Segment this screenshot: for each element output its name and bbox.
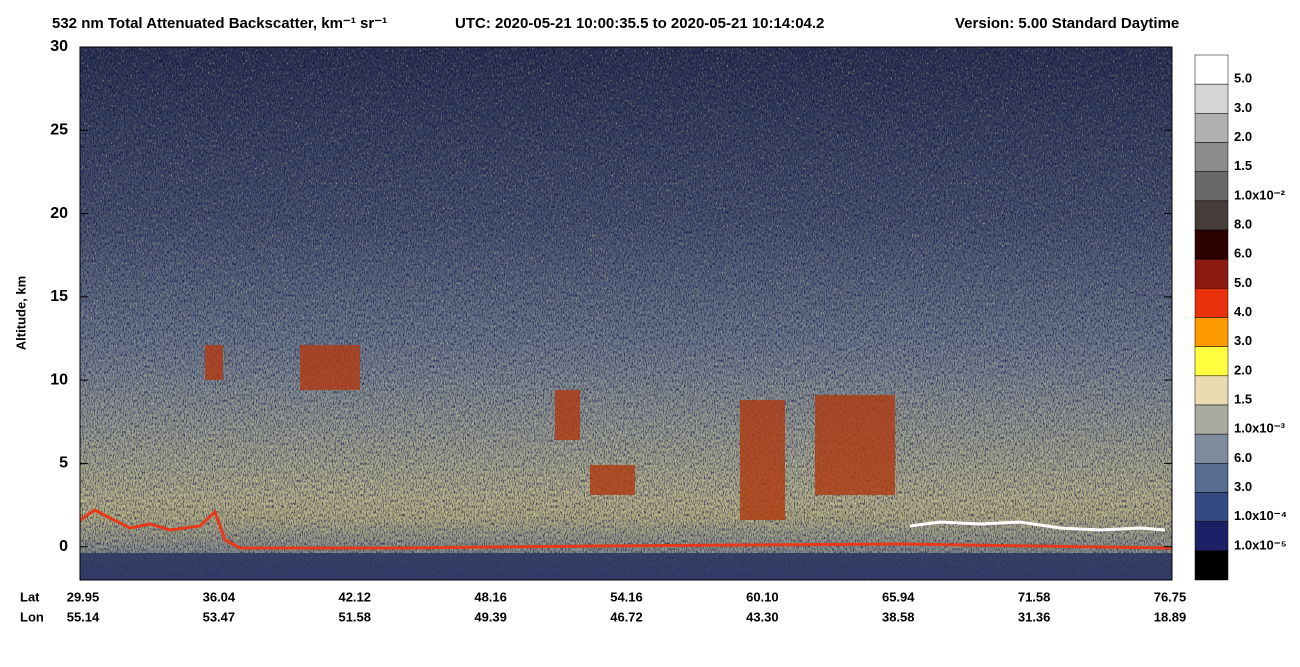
y-tick-label: 10 — [50, 371, 68, 388]
x-tick-label: 18.89 — [1154, 609, 1187, 624]
x-tick-label: 54.16 — [610, 589, 643, 604]
x-tick-label: 49.39 — [474, 609, 507, 624]
colorbar-label: 5.0 — [1234, 71, 1252, 86]
x-tick-label: 51.58 — [338, 609, 371, 624]
colorbar-label: 1.5 — [1234, 158, 1252, 173]
plot-area — [79, 46, 1173, 581]
plot-frame — [79, 46, 1173, 581]
colorbar-label: 3.0 — [1234, 479, 1252, 494]
colorbar-label: 8.0 — [1234, 216, 1252, 231]
colorbar-swatch — [1194, 142, 1229, 172]
clouds — [205, 345, 895, 520]
x-tick-label: 65.94 — [882, 589, 915, 604]
colorbar-swatch — [1194, 463, 1229, 493]
colorbar-swatch — [1194, 375, 1229, 406]
colorbar-swatch — [1194, 229, 1229, 260]
colorbar-swatch — [1194, 433, 1229, 464]
colorbar-label: 3.0 — [1234, 100, 1252, 115]
colorbar-label: 2.0 — [1234, 129, 1252, 144]
colorbar-label: 3.0 — [1234, 333, 1252, 348]
colorbar-label: 2.0 — [1234, 362, 1252, 377]
x-tick-label: 36.04 — [203, 589, 236, 604]
colorbar-label: 1.0x10⁻⁴ — [1234, 508, 1287, 523]
colorbar-label: 6.0 — [1234, 246, 1252, 261]
colorbar-swatch — [1194, 171, 1229, 202]
colorbar-label: 1.5 — [1234, 391, 1252, 406]
colorbar-label: 1.0x10⁻⁵ — [1234, 537, 1287, 552]
chart-subtitle: UTC: 2020-05-21 10:00:35.5 to 2020-05-21… — [455, 15, 824, 32]
y-tick-label: 30 — [50, 38, 68, 55]
x-tick-label: 71.58 — [1018, 589, 1051, 604]
colorbar-swatch — [1194, 83, 1229, 114]
colorbar-swatch — [1194, 258, 1229, 289]
colorbar-label: 4.0 — [1234, 304, 1252, 319]
x-row-name: Lon — [20, 609, 44, 624]
version: Version: 5.00 Standard Daytime — [955, 15, 1179, 32]
x-tick-label: 53.47 — [203, 609, 236, 624]
x-tick-label: 60.10 — [746, 589, 779, 604]
chart-title: 532 nm Total Attenuated Backscatter, km⁻… — [52, 15, 387, 32]
x-tick-label: 31.36 — [1018, 609, 1051, 624]
noise — [80, 47, 1172, 580]
colorbar-label: 1.0x10⁻² — [1234, 187, 1286, 202]
y-tick-label: 15 — [50, 288, 68, 305]
y-tick-label: 0 — [59, 538, 68, 555]
y-tick-label: 25 — [50, 122, 68, 139]
colorbar-swatch — [1194, 404, 1229, 435]
colorbar-label: 5.0 — [1234, 275, 1252, 290]
colorbar-swatch — [1194, 550, 1229, 581]
surface-return — [79, 508, 1173, 550]
colorbar-label: 6.0 — [1234, 450, 1252, 465]
x-tick-label: 76.75 — [1154, 589, 1187, 604]
x-tick-label: 48.16 — [474, 589, 507, 604]
x-tick-label: 55.14 — [67, 609, 100, 624]
y-tick-label: 5 — [59, 455, 68, 472]
subsurface — [80, 553, 1172, 580]
colorbar-swatch — [1194, 521, 1229, 552]
cloud — [909, 520, 1166, 532]
colorbar-swatch — [1194, 346, 1229, 377]
colorbar-label: 1.0x10⁻³ — [1234, 421, 1286, 436]
colorbar-swatch — [1194, 113, 1229, 143]
x-tick-label: 38.58 — [882, 609, 915, 624]
x-tick-label: 43.30 — [746, 609, 779, 624]
colorbar-swatch — [1194, 492, 1229, 522]
colorbar-swatch — [1194, 200, 1229, 231]
y-tick-label: 20 — [50, 205, 68, 222]
colorbar-swatch — [1194, 288, 1229, 318]
colorbar-swatch — [1194, 54, 1229, 85]
x-row-name: Lat — [20, 589, 40, 604]
y-axis-label: Altitude, km — [13, 276, 28, 350]
x-tick-label: 46.72 — [610, 609, 643, 624]
colorbar-swatch — [1194, 317, 1229, 347]
x-tick-label: 29.95 — [67, 589, 100, 604]
x-tick-label: 42.12 — [338, 589, 371, 604]
